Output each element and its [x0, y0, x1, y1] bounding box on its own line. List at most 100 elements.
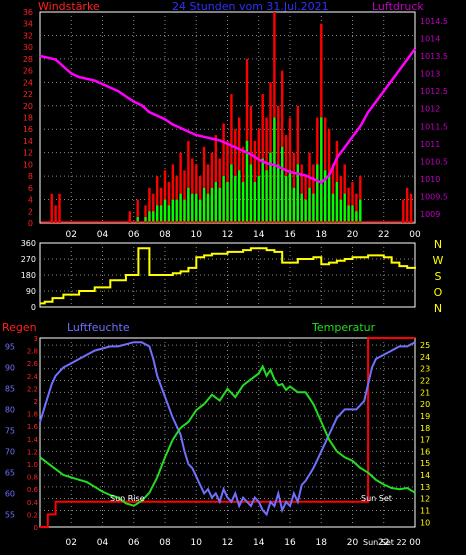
wind-mean-bar — [230, 164, 233, 223]
direction-tick-label: 270 — [21, 255, 36, 264]
wind-gust-bar — [171, 164, 174, 223]
pressure-series-line — [39, 48, 417, 185]
direction-tick-label: 180 — [21, 271, 36, 280]
wind-tick-label: 24 — [23, 78, 33, 87]
direction-degree-ticks: 0 90 180 270 360 — [21, 239, 36, 312]
humidity-tick-label: 80 — [5, 405, 15, 414]
wind-mean-bar — [179, 193, 182, 223]
wind-mean-bar — [191, 193, 194, 223]
hour-tick-label: 10 — [191, 230, 203, 240]
wind-mean-bar — [273, 117, 276, 223]
wind-gust-bar — [339, 176, 342, 223]
wind-gust-bar — [214, 135, 217, 223]
pressure-tick-label: 1012.5 — [420, 87, 448, 96]
temperature-tick-label: 10 — [420, 518, 430, 527]
temperature-tick-label: 18 — [420, 424, 430, 433]
sun-set-extra-label: Sun Set 22 — [363, 538, 407, 547]
wind-mean-bar — [308, 187, 311, 223]
wind-mean-bar — [277, 164, 280, 223]
humidity-tick-label: 60 — [5, 489, 15, 498]
hour-tick-label: 14 — [253, 538, 265, 548]
humidity-tick-label: 55 — [5, 510, 15, 519]
direction-letter: O — [434, 286, 443, 299]
wind-gust-bar — [226, 140, 229, 223]
temperature-tick-label: 24 — [420, 353, 430, 362]
wind-tick-label: 34 — [23, 20, 33, 29]
wind-mean-bar — [206, 193, 210, 223]
wind-mean-bar — [152, 211, 155, 223]
wind-gust-bar — [152, 193, 155, 223]
rain-tick-label: 1.4 — [27, 436, 39, 444]
hour-tick-label: 08 — [159, 538, 171, 548]
hour-tick-label: 06 — [128, 230, 140, 240]
hour-tick-label: 12 — [222, 230, 233, 240]
wind-gust-bar — [406, 187, 409, 223]
pressure-line — [39, 48, 417, 185]
rain-tick-label: 2.8 — [27, 348, 38, 356]
hour-tick-label: 18 — [316, 538, 328, 548]
wind-gust-bar — [359, 176, 362, 223]
temperature-tick-label: 20 — [420, 400, 430, 409]
wind-tick-label: 4 — [28, 196, 33, 205]
humidity-series-line — [39, 341, 416, 517]
temperature-axis-title: Temperatur — [311, 321, 376, 334]
hour-tick-label: 10 — [191, 538, 203, 548]
hour-tick-label: 00 — [409, 230, 421, 240]
wind-mean-bar — [347, 205, 350, 223]
hour-tick-label: 06 — [128, 538, 140, 548]
sun-rise-label: Sun Rise — [110, 494, 145, 503]
wind-gust-bar — [238, 117, 241, 223]
wind-mean-bar — [316, 164, 319, 223]
rain-series-line — [40, 337, 415, 528]
sun-set-label: Sun Set — [361, 494, 392, 503]
rain-tick-label: 1.8 — [27, 411, 38, 419]
wind-gust-bar — [202, 146, 206, 223]
wind-axis-title: Windstärke — [38, 0, 100, 13]
wind-gust-bar — [58, 193, 61, 223]
pressure-tick-label: 1014.5 — [420, 17, 448, 26]
chart-title: 24 Stunden vom 31.Jul.2021 — [172, 0, 329, 13]
pressure-tick-label: 1011.5 — [420, 122, 448, 131]
wind-mean-bar — [163, 199, 167, 223]
rain-tick-label: 1.2 — [27, 448, 38, 456]
wind-tick-label: 14 — [23, 137, 33, 146]
wind-mean-bar — [167, 205, 171, 223]
wind-gust-bar — [269, 82, 272, 223]
wind-mean-bar — [355, 211, 358, 223]
wind-mean-bar — [214, 182, 217, 223]
direction-series-line — [40, 247, 416, 305]
wind-gust-bar — [148, 187, 151, 223]
wind-mean-bar — [312, 193, 315, 223]
rain-tick-label: 2.4 — [27, 373, 39, 381]
pressure-axis-title: Luftdruck — [372, 0, 424, 13]
wind-bars — [41, 12, 414, 224]
wind-mean-bar — [284, 176, 288, 223]
wind-gust-bar — [230, 94, 233, 223]
humidity-temperature-grid — [40, 338, 415, 527]
rain-line — [40, 337, 415, 528]
wind-gust-bar — [253, 140, 256, 223]
wind-gust-bar — [167, 182, 171, 223]
wind-gust-bar — [183, 170, 186, 224]
wind-tick-label: 32 — [23, 31, 33, 40]
wind-mean-bar — [156, 205, 159, 223]
wind-mean-bar — [222, 176, 225, 223]
wind-mean-bar — [269, 152, 272, 223]
wind-gust-bar — [136, 199, 139, 223]
rain-tick-label: 0.6 — [27, 486, 39, 494]
hour-tick-label: 22 — [378, 230, 389, 240]
wind-gust-bar — [409, 193, 413, 223]
hour-tick-label: 18 — [316, 230, 328, 240]
temperature-tick-label: 16 — [420, 447, 430, 456]
humidity-tick-label: 90 — [5, 363, 15, 372]
wind-tick-label: 28 — [23, 55, 33, 64]
rain-tick-label: 2.6 — [27, 360, 39, 368]
wind-mean-bar — [171, 199, 174, 223]
wind-mean-bar — [234, 176, 237, 223]
wind-tick-label: 2 — [28, 207, 33, 216]
rain-axis-ticks: 0 0.2 0.4 0.6 0.8 1.0 1.2 1.4 1.6 1.8 2 2.2 2.4 2.6 2.… — [27, 335, 39, 532]
wind-gust-bar — [187, 140, 190, 223]
hour-tick-label: 16 — [284, 230, 296, 240]
wind-mean-bar — [245, 140, 249, 223]
